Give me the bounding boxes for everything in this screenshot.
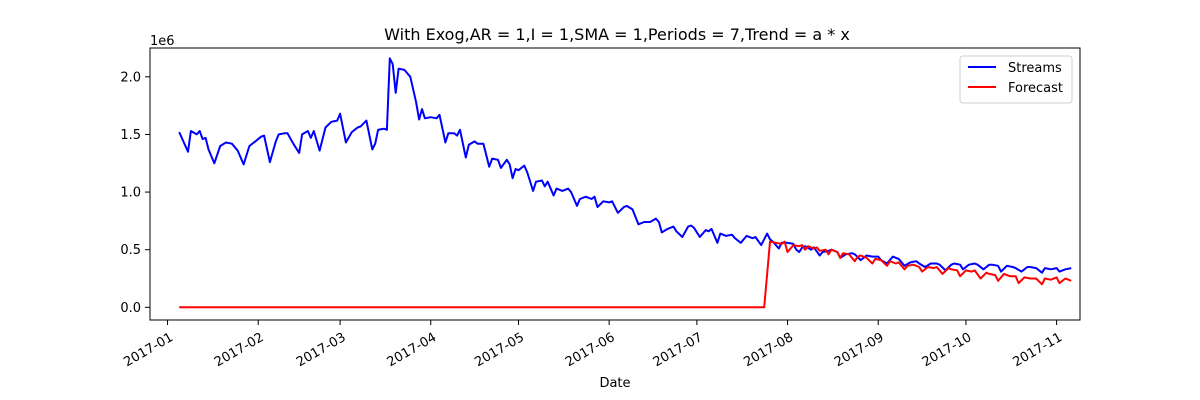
x-tick-label: 2017-02 [212, 330, 267, 370]
x-axis-label: Date [599, 376, 630, 391]
y-tick-label: 1.0 [120, 186, 141, 201]
legend: Streams Forecast [959, 55, 1073, 104]
x-tick-label: 2017-01 [121, 330, 176, 370]
axes-layer: 2017-01 2017-02 2017-03 2017-04 2017-05 2017-… [120, 70, 1065, 370]
x-tick-label: 2017-08 [741, 330, 796, 370]
x-tick-label: 2017-05 [472, 330, 527, 370]
x-tick-label: 2017-11 [1010, 330, 1065, 370]
x-tick-label: 2017-07 [651, 330, 706, 370]
y-tick-label: 0.0 [120, 301, 141, 316]
y-axis-offset-label: 1e6 [150, 34, 175, 49]
y-tick-label: 1.5 [120, 128, 141, 143]
plot-frame [149, 47, 1081, 321]
x-tick-label: 2017-06 [563, 330, 618, 370]
y-tick-label: 2.0 [120, 70, 141, 85]
x-tick-label: 2017-10 [920, 330, 975, 370]
x-tick-label: 2017-03 [294, 330, 349, 370]
x-tick-label: 2017-04 [385, 330, 440, 370]
x-tick-label: 2017-09 [832, 330, 887, 370]
legend-label-streams: Streams [1008, 61, 1062, 76]
series-line-forecast [179, 240, 1072, 309]
chart-title: With Exog,AR = 1,I = 1,SMA = 1,Periods =… [384, 25, 850, 44]
legend-label-forecast: Forecast [1008, 81, 1063, 96]
y-tick-label: 0.5 [120, 243, 141, 258]
series-line-streams [178, 57, 1072, 274]
series-layer [178, 57, 1072, 309]
